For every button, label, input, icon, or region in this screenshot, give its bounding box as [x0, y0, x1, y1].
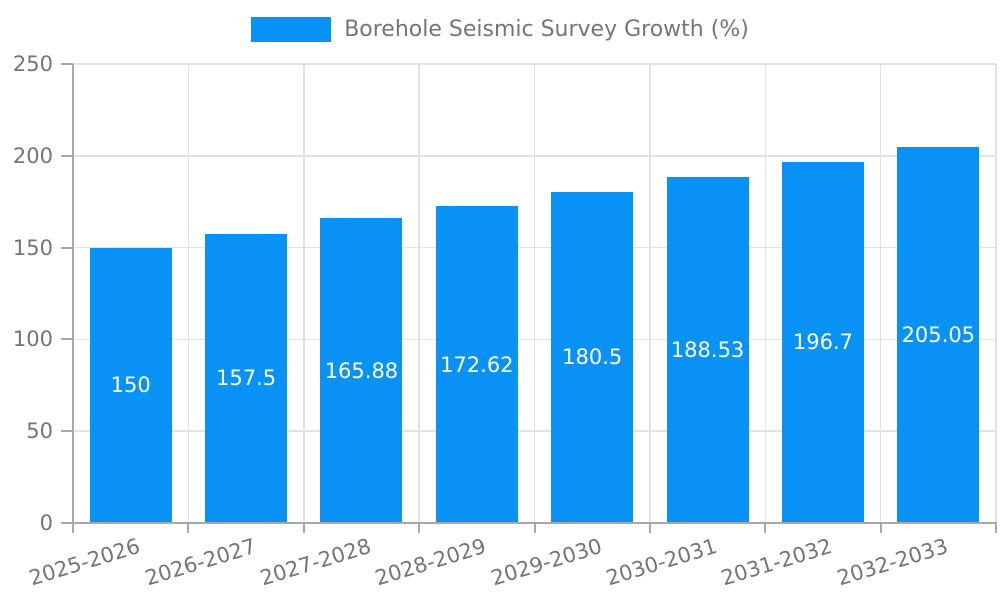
gridline-vertical	[649, 64, 651, 523]
x-tick-label: 2025-2026	[26, 533, 143, 591]
x-axis-tick	[995, 523, 997, 533]
bar[interactable]: 188.53	[666, 176, 749, 523]
bar[interactable]: 172.62	[435, 206, 518, 523]
x-axis-tick	[187, 523, 190, 533]
y-tick-label: 250	[12, 52, 53, 76]
bar-value-label: 196.7	[792, 330, 853, 355]
y-axis-tick	[61, 246, 73, 249]
bar[interactable]: 205.05	[897, 146, 980, 523]
bar-value-label: 157.5	[216, 366, 277, 391]
x-axis-tick	[648, 523, 651, 533]
bar-value-label: 172.62	[440, 352, 514, 377]
legend[interactable]: Borehole Seismic Survey Growth (%)	[0, 17, 1000, 42]
gridline-vertical	[995, 64, 997, 523]
bar[interactable]: 180.5	[551, 191, 634, 523]
y-axis-tick	[61, 522, 73, 524]
bar-value-label: 188.53	[670, 337, 745, 362]
bar-value-label: 165.88	[324, 358, 399, 383]
x-tick-label: 2026-2027	[141, 533, 259, 591]
bar[interactable]: 165.88	[320, 218, 403, 523]
x-axis-tick	[418, 523, 421, 533]
legend-swatch-icon	[251, 17, 332, 42]
x-tick-label: 2027-2028	[257, 533, 374, 591]
gridline-vertical	[533, 64, 536, 523]
bar[interactable]: 150	[89, 247, 172, 523]
gridline-vertical	[418, 64, 420, 523]
y-axis-tick	[61, 338, 73, 341]
y-tick-label: 0	[39, 511, 53, 535]
y-axis-tick	[61, 154, 73, 157]
x-tick-label: 2028-2029	[372, 533, 490, 591]
gridline-vertical	[879, 64, 882, 523]
y-tick-label: 50	[26, 419, 53, 444]
x-tick-label: 2031-2032	[718, 533, 836, 591]
y-tick-label: 150	[12, 235, 53, 260]
x-tick-label: 2030-2031	[603, 533, 720, 591]
x-tick-label: 2029-2030	[488, 533, 605, 591]
x-axis-tick	[879, 523, 882, 533]
gridline-vertical	[303, 64, 305, 523]
x-tick-label: 2032-2033	[834, 533, 951, 591]
y-axis-line	[72, 64, 74, 525]
y-tick-label: 200	[12, 143, 53, 168]
y-axis-tick	[61, 63, 73, 65]
x-axis-tick	[764, 523, 767, 533]
gridline-vertical	[187, 64, 190, 523]
bar-value-label: 205.05	[901, 322, 976, 347]
bar[interactable]: 196.7	[781, 161, 864, 523]
x-axis-tick	[72, 523, 74, 533]
bar-value-label: 150	[110, 373, 151, 398]
bar[interactable]: 157.5	[205, 233, 288, 523]
y-axis-tick	[61, 430, 73, 433]
legend-label: Borehole Seismic Survey Growth (%)	[344, 17, 749, 42]
bar-value-label: 180.5	[562, 345, 623, 370]
x-axis-tick	[302, 523, 305, 533]
gridline-vertical	[764, 64, 766, 523]
y-tick-label: 100	[12, 327, 53, 352]
x-axis-tick	[533, 523, 536, 533]
x-axis-line	[72, 522, 997, 524]
